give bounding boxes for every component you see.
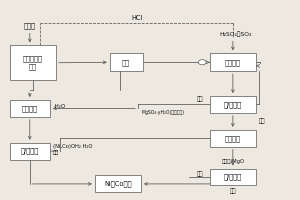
- FancyBboxPatch shape: [95, 175, 141, 192]
- Text: 固/液分離: 固/液分離: [224, 174, 242, 180]
- Text: 红土矿: 红土矿: [24, 23, 36, 29]
- Text: (Ni,Co)OH₂ H₂O
产物: (Ni,Co)OH₂ H₂O 产物: [53, 144, 92, 155]
- Text: 氧化: 氧化: [122, 59, 130, 66]
- Text: 尾渣: 尾渣: [197, 171, 204, 177]
- FancyBboxPatch shape: [210, 169, 256, 185]
- FancyBboxPatch shape: [210, 130, 256, 147]
- Text: H₂SO₄或SO₂: H₂SO₄或SO₂: [220, 32, 252, 37]
- Text: HCl: HCl: [131, 15, 142, 21]
- FancyBboxPatch shape: [10, 45, 56, 80]
- FancyBboxPatch shape: [210, 53, 256, 71]
- Text: MgSO₄·yH₂O(至热分解): MgSO₄·yH₂O(至热分解): [141, 110, 184, 115]
- Text: 沉淠结晶: 沉淠结晶: [225, 59, 241, 66]
- Text: ·H₂O: ·H₂O: [53, 104, 65, 109]
- Text: 废泥土/MgO: 废泥土/MgO: [221, 159, 244, 164]
- FancyBboxPatch shape: [110, 53, 142, 71]
- Text: 除去杂质: 除去杂质: [225, 135, 241, 142]
- Text: Ni，Co回收: Ni，Co回收: [104, 181, 132, 187]
- FancyBboxPatch shape: [10, 143, 50, 160]
- Text: 固/液分離: 固/液分離: [224, 101, 242, 108]
- Text: 溶液: 溶液: [259, 119, 266, 124]
- Text: 常压氯化物
濣取: 常压氯化物 濣取: [23, 56, 43, 70]
- FancyBboxPatch shape: [10, 100, 50, 117]
- Text: 袓发结晶: 袓发结晶: [22, 105, 38, 112]
- Text: 固体: 固体: [197, 97, 204, 102]
- FancyBboxPatch shape: [210, 96, 256, 113]
- Text: 溶液: 溶液: [230, 188, 236, 194]
- Circle shape: [198, 60, 206, 65]
- Text: 固/液分離: 固/液分離: [21, 148, 39, 154]
